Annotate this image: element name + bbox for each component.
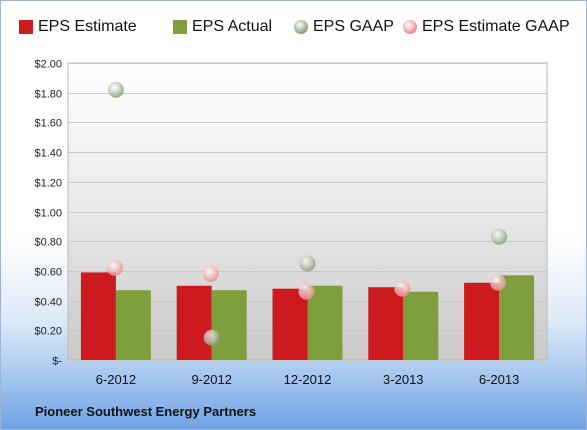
x-tick-label: 9-2012 — [191, 372, 231, 387]
y-tick-label: $1.00 — [34, 208, 62, 220]
point-eps-estimate-gaap — [490, 274, 507, 291]
legend-label: EPS Estimate — [38, 18, 137, 35]
point-eps-gaap — [491, 228, 508, 245]
legend-item: EPS Estimate GAAP — [403, 15, 570, 39]
y-tick-label: $1.40 — [34, 148, 62, 160]
y-tick-label: $- — [52, 356, 62, 368]
bar-eps-actual — [499, 275, 535, 360]
bar-eps-estimate — [368, 287, 404, 360]
bar-eps-actual — [403, 291, 439, 360]
legend-item: EPS Estimate — [19, 15, 137, 39]
company-name-label: Pioneer Southwest Energy Partners — [35, 404, 257, 419]
y-tick-label: $1.60 — [34, 118, 62, 130]
x-tick-label: 3-2013 — [383, 372, 423, 387]
legend-swatch — [173, 20, 187, 34]
y-tick-label: $0.80 — [34, 237, 62, 249]
bar-eps-actual — [115, 290, 151, 360]
legend-marker — [403, 20, 417, 34]
legend-marker — [294, 20, 308, 34]
legend-label: EPS Estimate GAAP — [422, 18, 570, 35]
x-tick-label: 12-2012 — [284, 372, 332, 387]
point-eps-estimate-gaap — [298, 283, 315, 300]
legend-item: EPS GAAP — [294, 15, 394, 39]
point-eps-gaap — [299, 255, 316, 272]
x-tick-label: 6-2012 — [96, 372, 136, 387]
bar-eps-estimate — [464, 282, 500, 360]
point-eps-estimate-gaap — [202, 265, 219, 282]
x-tick-label: 6-2013 — [479, 372, 519, 387]
legend: EPS Estimate EPS Actual EPS GAAP EPS Estima… — [1, 15, 586, 39]
bar-eps-actual — [307, 285, 343, 360]
legend-swatch — [19, 20, 33, 34]
bar-eps-estimate — [272, 288, 308, 360]
legend-label: EPS Actual — [192, 18, 273, 35]
point-eps-estimate-gaap — [394, 280, 411, 297]
point-eps-estimate-gaap — [106, 259, 123, 276]
y-tick-label: $1.80 — [34, 89, 62, 101]
y-tick-label: $2.00 — [34, 59, 62, 71]
y-tick-label: $0.60 — [34, 267, 62, 279]
bar-eps-actual — [211, 290, 247, 360]
bar-eps-estimate — [80, 272, 116, 360]
y-tick-label: $0.40 — [34, 297, 62, 309]
point-eps-gaap — [203, 329, 220, 346]
bar-eps-estimate — [176, 285, 212, 360]
y-tick-label: $0.20 — [34, 326, 62, 338]
legend-label: EPS GAAP — [313, 18, 394, 35]
legend-item: EPS Actual — [173, 15, 272, 39]
y-tick-label: $1.20 — [34, 178, 62, 190]
point-eps-gaap — [107, 81, 124, 98]
